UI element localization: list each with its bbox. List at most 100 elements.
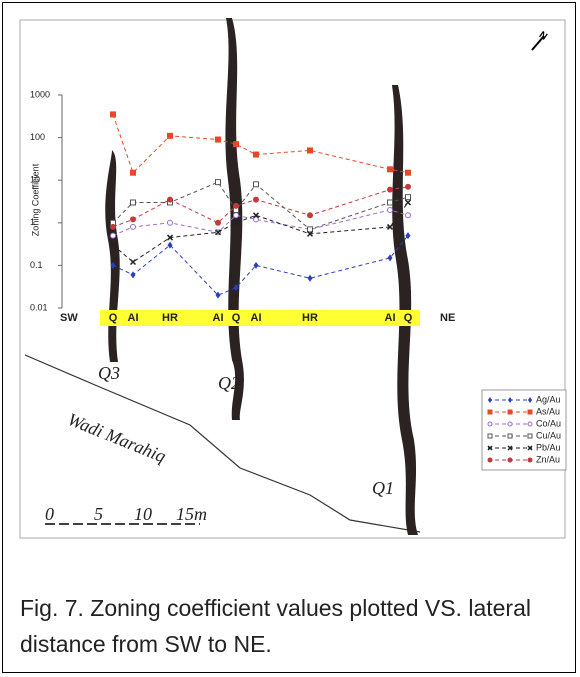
- sample-strip: [100, 310, 420, 326]
- marker: [507, 433, 513, 439]
- series-line: [112, 114, 409, 174]
- marker: [215, 219, 221, 226]
- marker: [233, 284, 239, 292]
- marker: [215, 179, 221, 186]
- marker: [405, 194, 411, 201]
- marker: [487, 457, 493, 463]
- marker: [507, 445, 513, 451]
- marker: [387, 199, 393, 206]
- y-tick-label: 0.1: [30, 260, 43, 270]
- marker: [233, 212, 239, 219]
- marker: [110, 111, 116, 118]
- end-label: NE: [440, 312, 455, 324]
- marker: [233, 141, 239, 148]
- legend-box: [481, 389, 567, 471]
- marker: [306, 230, 314, 237]
- legend-label: Co/Au: [536, 418, 561, 428]
- scale-label: 5: [94, 504, 103, 524]
- start-label: SW: [60, 312, 78, 324]
- vein-label: Q2: [218, 373, 240, 393]
- marker: [215, 291, 221, 299]
- marker: [253, 196, 259, 203]
- marker: [252, 212, 260, 219]
- scale-label: 10: [134, 504, 152, 524]
- y-tick-label: 100: [30, 132, 45, 142]
- wadi-label: Wadi Marahiq: [65, 409, 169, 466]
- marker: [307, 226, 313, 233]
- marker: [110, 232, 116, 239]
- marker: [405, 183, 411, 190]
- vein: [105, 150, 120, 362]
- series-line: [112, 181, 409, 230]
- series-line: [112, 235, 409, 296]
- marker: [130, 199, 136, 206]
- marker: [386, 223, 394, 230]
- legend-label: Pb/Au: [536, 442, 561, 452]
- vein: [225, 18, 244, 420]
- marker: [508, 397, 512, 403]
- legend-label: Cu/Au: [536, 430, 561, 440]
- marker: [488, 397, 492, 403]
- series-line: [112, 186, 409, 228]
- marker: [253, 181, 259, 188]
- marker: [527, 457, 533, 463]
- marker: [233, 202, 239, 209]
- marker: [215, 136, 221, 143]
- marker: [527, 433, 533, 439]
- x-tick-label: AI: [385, 312, 396, 324]
- y-tick-label: 0.01: [30, 302, 48, 312]
- marker: [110, 261, 116, 269]
- marker: [387, 166, 393, 173]
- marker: [214, 229, 222, 236]
- marker: [109, 242, 117, 249]
- marker: [110, 223, 116, 230]
- marker: [130, 216, 136, 223]
- marker: [387, 186, 393, 193]
- marker: [253, 216, 259, 223]
- vein-label: Q3: [98, 363, 120, 383]
- marker: [507, 409, 513, 415]
- marker: [487, 445, 493, 451]
- x-tick-label: AI: [213, 312, 224, 324]
- marker: [528, 397, 532, 403]
- marker: [307, 147, 313, 154]
- marker: [507, 457, 513, 463]
- north-arrow: [531, 35, 545, 51]
- marker: [527, 421, 533, 427]
- marker: [487, 433, 493, 439]
- scale-label: 0: [45, 504, 54, 524]
- vein-label: Q1: [372, 478, 394, 498]
- y-tick-label: 10: [30, 175, 40, 185]
- marker: [232, 219, 240, 226]
- marker: [130, 223, 136, 230]
- marker: [167, 219, 173, 226]
- figure-border: [19, 19, 566, 539]
- y-tick-label: 1: [30, 217, 35, 227]
- y-axis-label: Zoning Coefficient: [30, 163, 40, 236]
- marker: [307, 274, 313, 282]
- marker: [507, 421, 513, 427]
- marker: [129, 258, 137, 266]
- marker: [387, 206, 393, 213]
- marker: [130, 169, 136, 176]
- x-tick-label: AI: [128, 312, 139, 324]
- marker: [405, 212, 411, 219]
- marker: [405, 169, 411, 176]
- x-tick-label: HR: [302, 312, 318, 324]
- marker: [527, 409, 533, 415]
- series-line: [112, 209, 409, 237]
- marker: [253, 261, 259, 269]
- x-tick-label: Q: [404, 312, 413, 324]
- scale-label: 15m: [176, 504, 207, 524]
- x-tick-label: HR: [162, 312, 178, 324]
- legend-label: As/Au: [536, 406, 560, 416]
- marker: [405, 232, 411, 240]
- marker: [307, 212, 313, 219]
- legend-label: Zn/Au: [536, 454, 560, 464]
- caption: Fig. 7. Zoning coefficient values plotte…: [20, 595, 531, 657]
- x-tick-label: Q: [109, 312, 118, 324]
- y-tick-label: 1000: [30, 89, 50, 99]
- marker: [167, 241, 173, 249]
